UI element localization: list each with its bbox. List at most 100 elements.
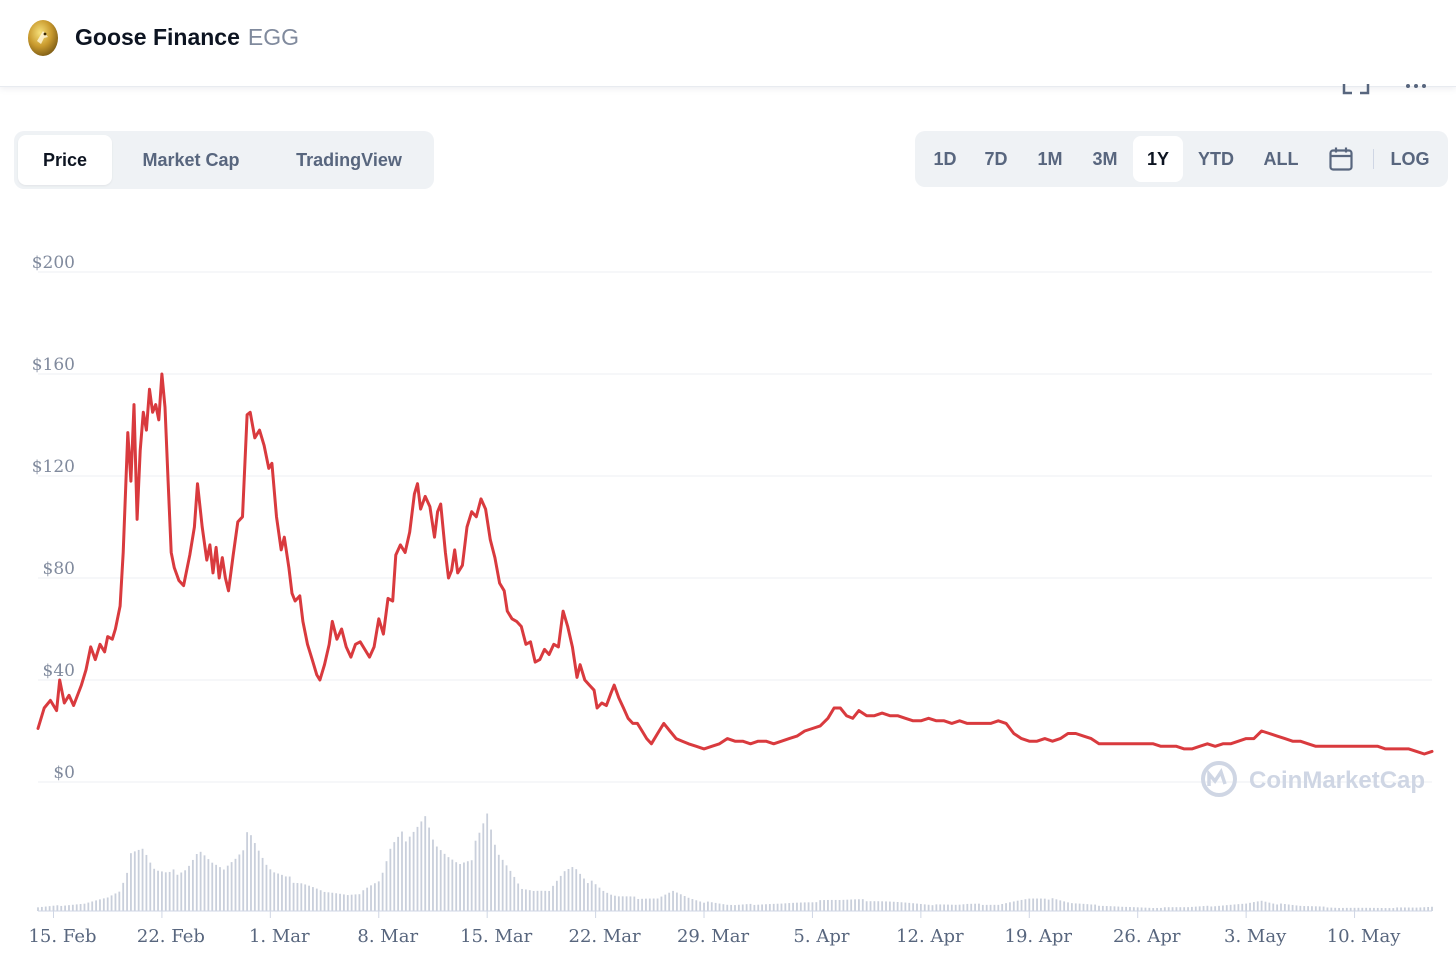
volume-bar [1388, 908, 1391, 911]
calendar-icon [1329, 147, 1353, 171]
y-tick-label: $200 [32, 253, 75, 273]
volume-bar [1152, 908, 1155, 911]
volume-bar [250, 835, 252, 911]
volume-bar [629, 896, 632, 911]
tab-label: Market Cap [142, 149, 240, 170]
volume-bar [1373, 907, 1375, 911]
volume-bar [807, 902, 810, 911]
volume-bar [497, 854, 500, 911]
range-divider [1373, 149, 1374, 169]
volume-bar [83, 903, 86, 911]
range-ytd[interactable]: YTD [1198, 148, 1234, 169]
volume-bar [1183, 907, 1186, 911]
volume-bar [87, 902, 90, 911]
volume-bar [633, 896, 636, 911]
volume-bar [776, 903, 779, 911]
coin-symbol: EGG [247, 24, 299, 50]
volume-bar [1237, 904, 1240, 911]
volume-bar [137, 849, 140, 911]
volume-bar [1311, 906, 1313, 911]
volume-bar [528, 890, 531, 911]
volume-bar [71, 904, 74, 911]
volume-bar [1148, 907, 1151, 911]
volume-bar [525, 889, 527, 911]
volume-bar [482, 823, 485, 911]
x-tick-label: 29. Mar [677, 926, 750, 947]
volume-bar [1241, 903, 1244, 911]
range-7d[interactable]: 7D [984, 148, 1008, 169]
volume-bar [346, 895, 349, 911]
volume-bar [1419, 907, 1422, 911]
volume-bar [943, 904, 945, 911]
volume-bar [122, 882, 125, 911]
volume-bar [408, 836, 411, 911]
volume-bar [1020, 899, 1023, 911]
volume-bar [1295, 905, 1298, 911]
volume-bar [288, 876, 291, 911]
volume-bar [1303, 906, 1306, 911]
volume-bar [1163, 907, 1166, 911]
range-all[interactable]: ALL [1263, 148, 1299, 169]
volume-bar [1043, 898, 1046, 911]
volume-bar [1349, 907, 1352, 911]
volume-bar [1427, 907, 1430, 911]
volume-bar [621, 896, 624, 911]
volume-bar [1338, 907, 1340, 911]
range-3m[interactable]: 3M [1092, 148, 1118, 169]
tab-price[interactable]: Price [18, 135, 112, 185]
range-1m[interactable]: 1M [1037, 148, 1063, 169]
volume-bar [799, 902, 802, 911]
volume-bar [164, 872, 167, 911]
volume-bar [858, 899, 860, 911]
volume-bar [102, 898, 105, 911]
more-options-icon[interactable] [1406, 84, 1426, 88]
volume-bar [211, 862, 214, 911]
volume-bar [1144, 907, 1147, 911]
volume-bar [1032, 898, 1035, 911]
volume-bar [970, 903, 973, 911]
volume-bar [904, 902, 907, 911]
volume-bar [1063, 901, 1066, 911]
volume-bar [586, 883, 589, 911]
volume-bar [420, 821, 423, 911]
volume-bar [354, 894, 357, 911]
tab-tradingview[interactable]: TradingView [270, 135, 428, 185]
volume-bar [1055, 899, 1058, 911]
volume-bar [916, 903, 918, 911]
volume-bar [1369, 907, 1371, 911]
price-chart[interactable]: $0 $40 $80 $120 $160 $200 CoinMarketCap 15. F… [0, 190, 1456, 964]
range-1y[interactable]: 1Y [1133, 136, 1183, 182]
calendar-button[interactable] [1313, 136, 1369, 182]
tab-market-cap[interactable]: Market Cap [112, 135, 270, 185]
volume-bar [1167, 907, 1170, 911]
range-1d[interactable]: 1D [933, 148, 957, 169]
volume-bar [199, 851, 202, 911]
volume-bar [470, 860, 473, 911]
volume-bar [424, 816, 427, 911]
coin-header: Goose Finance EGG [0, 0, 1456, 87]
volume-bar [75, 904, 78, 911]
volume-bar [1012, 901, 1015, 911]
volume-bar [377, 881, 380, 911]
volume-bar [850, 899, 853, 911]
volume-bar [854, 899, 856, 911]
fullscreen-icon[interactable] [1342, 84, 1370, 95]
volume-bar [1136, 907, 1139, 911]
volume-bar [691, 899, 694, 911]
log-scale-toggle[interactable]: LOG [1390, 148, 1430, 169]
coin-name: Goose Finance [75, 24, 240, 50]
volume-bar [509, 870, 512, 911]
volume-bar [188, 865, 190, 911]
volume-bar [908, 902, 911, 911]
x-tick-label: 15. Feb [28, 926, 96, 947]
volume-bar [195, 854, 198, 911]
volume-bar [1198, 906, 1201, 911]
volume-bar [1005, 903, 1007, 911]
coinmarketcap-watermark: CoinMarketCap [1201, 761, 1425, 797]
volume-bar [1016, 900, 1019, 911]
volume-bar [869, 901, 872, 911]
volume-bar [296, 883, 299, 911]
x-axis-ticks [52, 911, 1356, 918]
volume-bar [44, 906, 47, 911]
volume-bar [1171, 907, 1174, 911]
